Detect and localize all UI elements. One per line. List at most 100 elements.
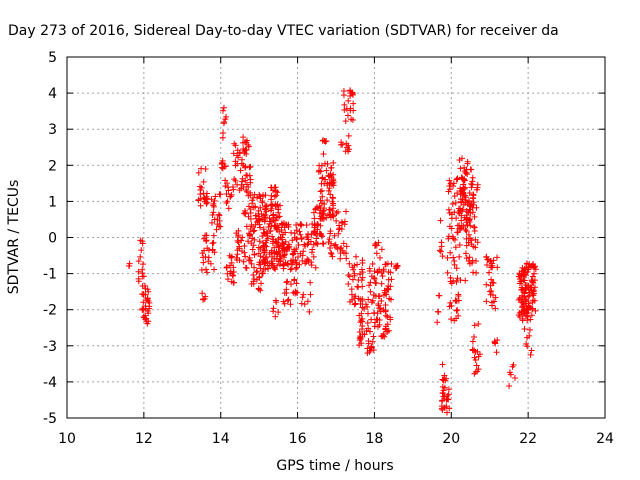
data-point <box>220 130 227 137</box>
data-point <box>320 208 327 215</box>
data-point <box>356 328 363 335</box>
data-point <box>359 297 366 304</box>
data-point <box>331 242 338 249</box>
data-point <box>264 235 271 242</box>
data-point <box>268 196 275 203</box>
data-point <box>359 304 366 311</box>
data-point <box>341 106 348 113</box>
data-point <box>202 253 209 260</box>
data-point <box>271 264 278 271</box>
data-point <box>345 97 352 104</box>
data-point <box>521 277 528 284</box>
data-point <box>271 222 278 229</box>
data-point <box>145 310 152 317</box>
data-point <box>449 200 456 207</box>
x-tick-label: 20 <box>442 431 460 447</box>
data-point <box>344 112 351 119</box>
data-point <box>249 246 256 253</box>
data-point <box>446 210 453 217</box>
data-point <box>475 366 482 373</box>
data-point <box>317 188 324 195</box>
data-point <box>483 281 490 288</box>
data-point <box>245 203 252 210</box>
data-point <box>461 168 468 175</box>
data-point <box>319 240 326 247</box>
data-point <box>357 301 364 308</box>
data-point <box>455 291 462 298</box>
data-point <box>222 116 229 123</box>
data-point <box>365 325 372 332</box>
data-point <box>437 217 444 224</box>
data-point <box>358 277 365 284</box>
data-point <box>318 162 325 169</box>
data-point <box>365 340 372 347</box>
data-point <box>211 197 218 204</box>
data-point <box>351 272 358 279</box>
data-point <box>379 273 386 280</box>
data-point <box>359 283 366 290</box>
data-point <box>274 251 281 258</box>
data-point <box>356 337 363 344</box>
data-point <box>348 116 355 123</box>
data-point <box>368 273 375 280</box>
data-point <box>445 206 452 213</box>
data-point <box>454 190 461 197</box>
data-point <box>217 223 224 230</box>
data-point <box>525 264 532 271</box>
data-point <box>357 270 364 277</box>
data-point <box>506 383 513 390</box>
data-point <box>369 338 376 345</box>
data-point <box>270 305 277 312</box>
data-point <box>444 269 451 276</box>
data-point <box>271 193 278 200</box>
data-point <box>364 350 371 357</box>
data-point <box>351 301 358 308</box>
data-point <box>246 254 253 261</box>
data-point <box>375 239 382 246</box>
data-point <box>371 323 378 330</box>
data-point <box>359 266 366 273</box>
data-point <box>354 261 361 268</box>
data-point <box>142 285 149 292</box>
data-point <box>298 300 305 307</box>
data-point <box>273 225 280 232</box>
data-point <box>226 262 233 269</box>
data-point <box>210 209 217 216</box>
y-tick-label: -2 <box>43 303 57 319</box>
data-point <box>261 230 268 237</box>
data-point <box>250 242 257 249</box>
data-point <box>346 260 353 267</box>
data-point <box>367 328 374 335</box>
data-point <box>472 369 479 376</box>
data-point <box>248 260 255 267</box>
data-point <box>451 193 458 200</box>
data-point <box>305 240 312 247</box>
data-point <box>366 267 373 274</box>
data-point <box>528 347 535 354</box>
data-point <box>247 179 254 186</box>
data-point <box>483 253 490 260</box>
data-point <box>467 166 474 173</box>
y-tick-label: 1 <box>48 194 57 210</box>
data-point <box>281 252 288 259</box>
data-point <box>435 308 442 315</box>
data-point <box>382 308 389 315</box>
data-point <box>473 204 480 211</box>
data-point <box>515 296 522 303</box>
data-point <box>311 215 318 222</box>
data-point <box>359 274 366 281</box>
data-point <box>491 338 498 345</box>
data-point <box>324 160 331 167</box>
data-point <box>220 120 227 127</box>
data-point <box>455 297 462 304</box>
data-point <box>469 259 476 266</box>
data-point <box>451 261 458 268</box>
data-point <box>234 247 241 254</box>
data-point <box>320 137 327 144</box>
data-point <box>240 258 247 265</box>
data-point <box>285 241 292 248</box>
data-point <box>463 242 470 249</box>
data-point <box>365 296 372 303</box>
data-point <box>215 211 222 218</box>
data-point <box>222 177 229 184</box>
